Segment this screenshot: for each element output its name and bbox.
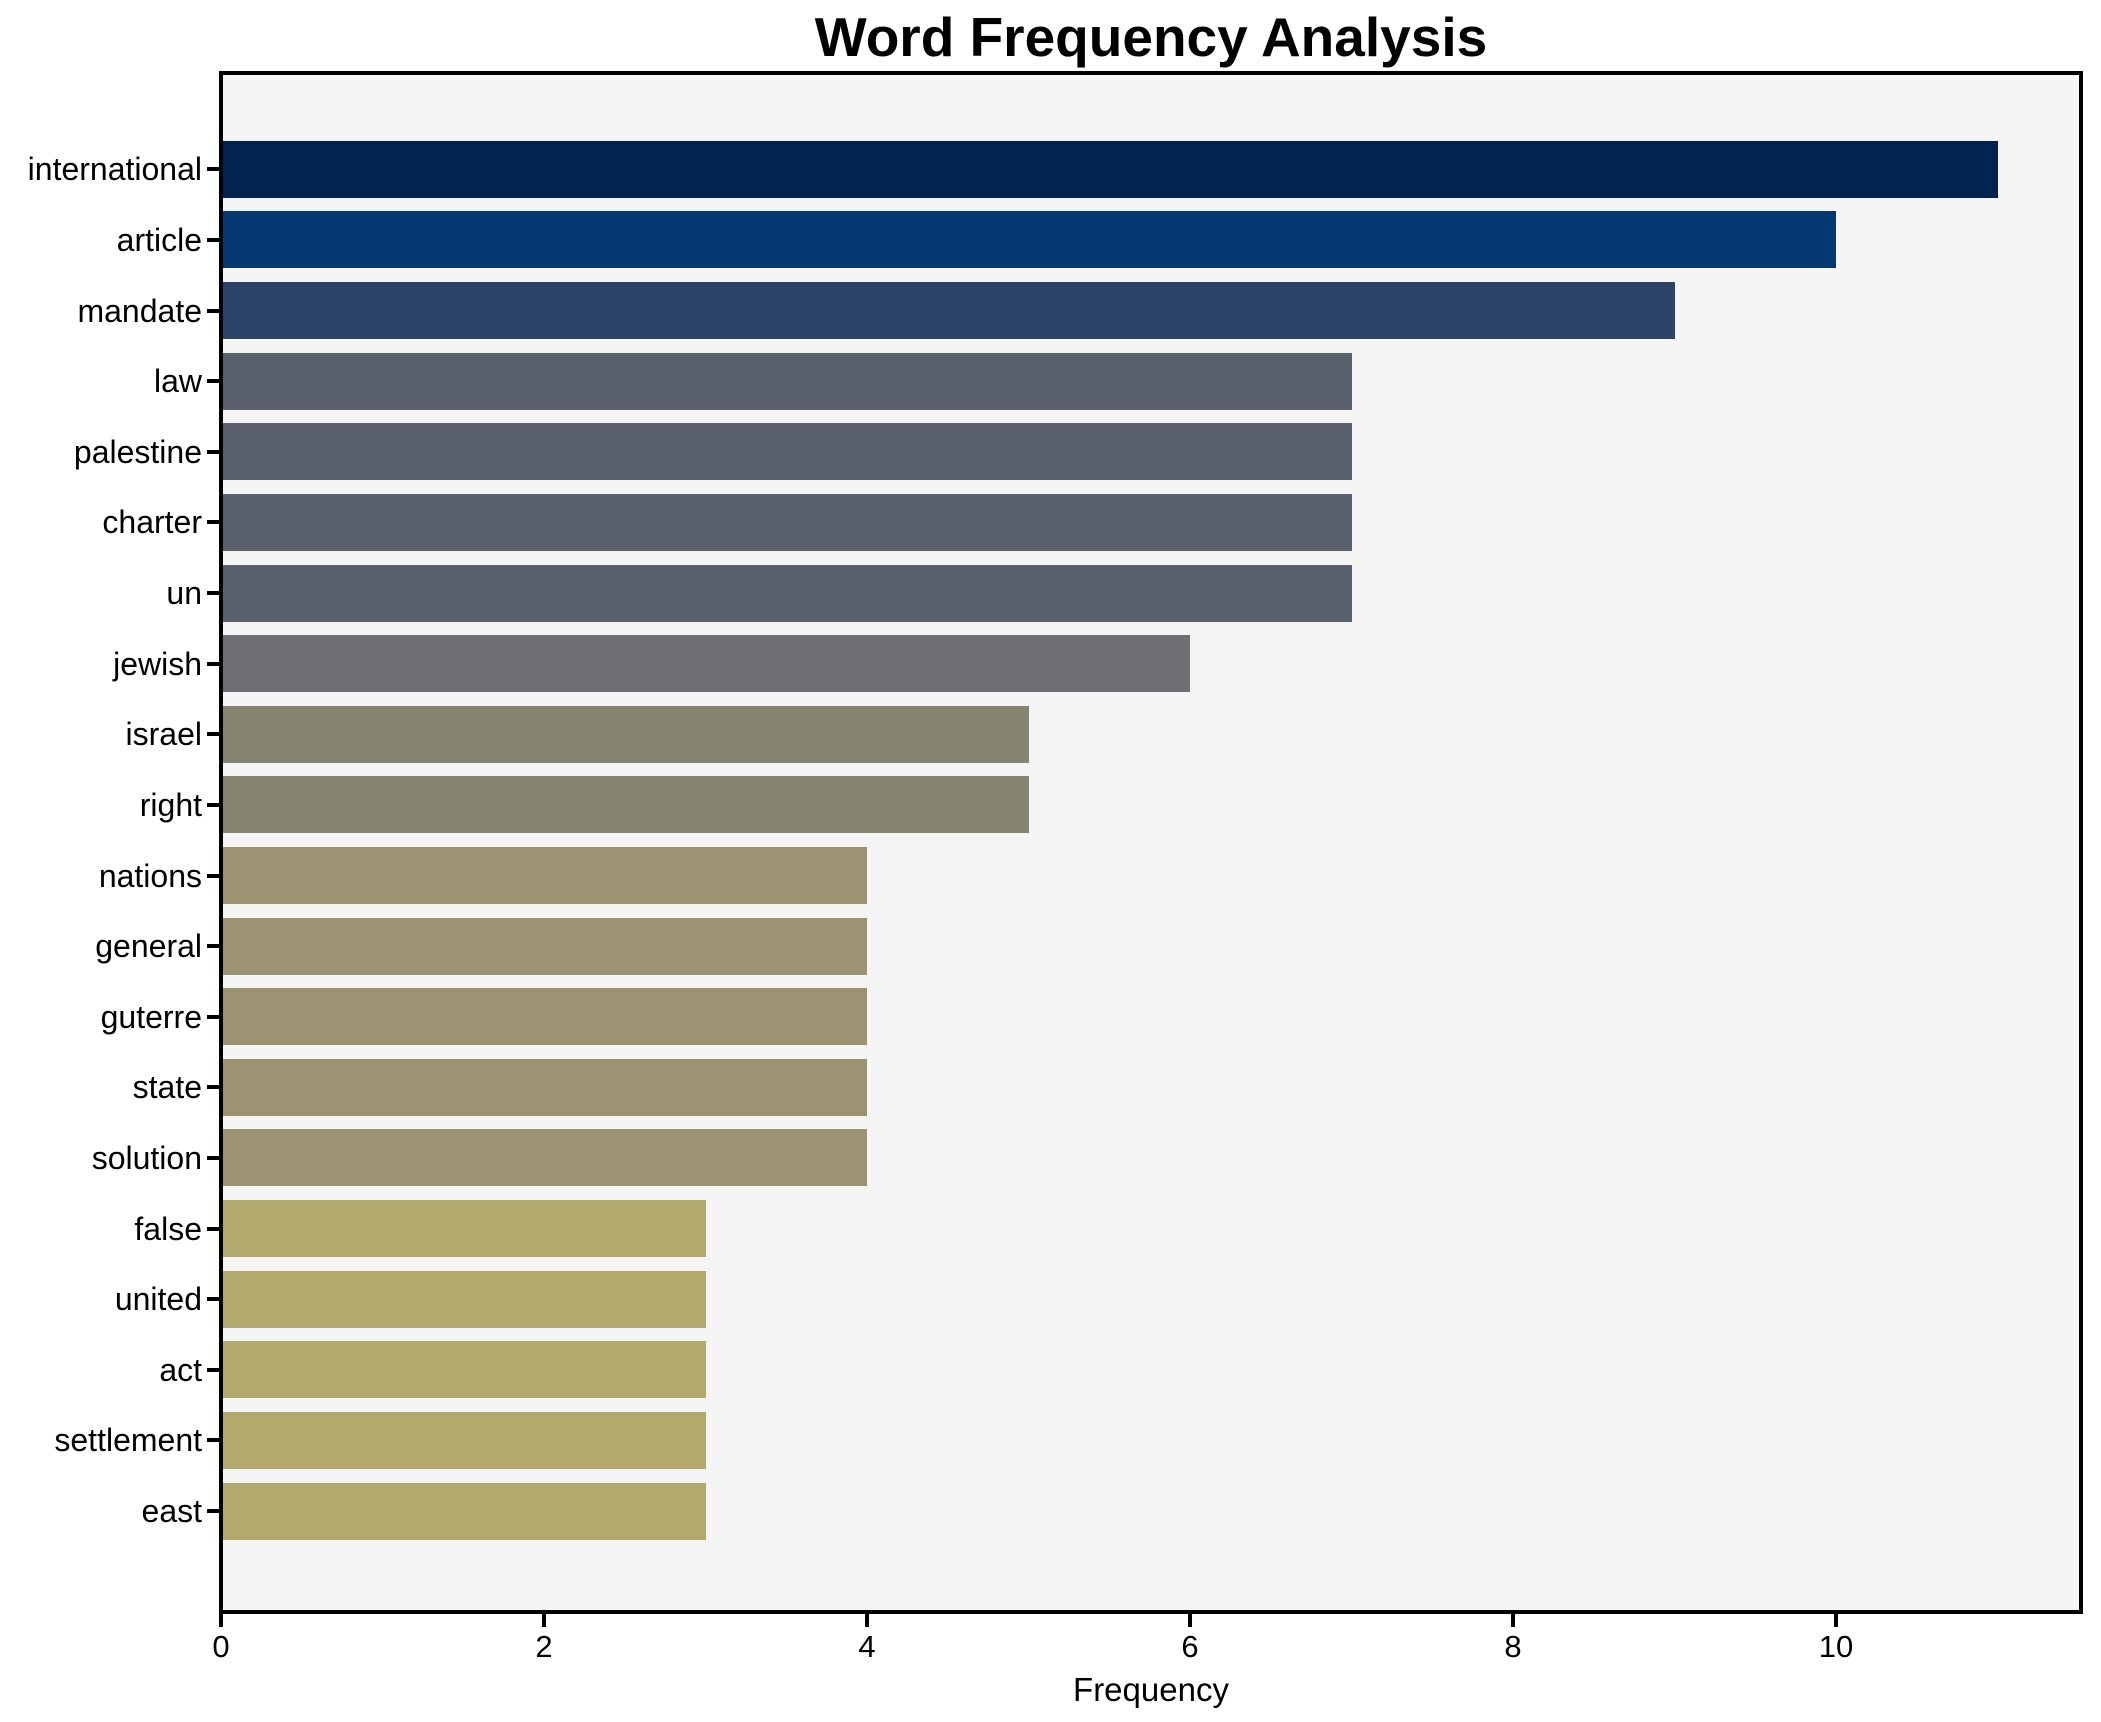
bar-charter [221,493,1352,551]
y-tick-mark [207,591,220,596]
y-tick-label-jewish: jewish [113,645,202,682]
x-tick-mark [542,1614,546,1627]
x-tick-label-8: 8 [1504,1629,1522,1664]
bar-general [221,917,867,975]
y-tick-mark [207,1014,220,1019]
y-tick-mark [207,308,220,313]
y-tick-label-un: un [166,575,202,612]
y-tick-mark [207,732,220,737]
y-tick-label-international: international [27,151,202,188]
y-tick-mark [207,379,220,384]
y-tick-mark [207,1226,220,1231]
bar-mandate [221,282,1675,340]
bar-solution [221,1129,867,1187]
y-tick-mark [207,1438,220,1443]
y-tick-label-false: false [134,1210,202,1247]
y-tick-label-guterre: guterre [100,998,202,1035]
x-tick-mark [1834,1614,1838,1627]
y-tick-mark [207,873,220,878]
y-tick-label-united: united [114,1281,202,1318]
bar-state [221,1058,867,1116]
y-tick-mark [207,1367,220,1372]
x-tick-label-0: 0 [212,1629,230,1664]
y-tick-label-settlement: settlement [54,1422,202,1459]
bar-united [221,1270,706,1328]
y-tick-label-general: general [95,928,202,965]
y-tick-mark [207,520,220,525]
bar-guterre [221,988,867,1046]
y-tick-label-east: east [141,1493,202,1530]
x-tick-label-4: 4 [858,1629,876,1664]
y-tick-mark [207,449,220,454]
y-tick-label-state: state [132,1069,202,1106]
y-tick-label-article: article [116,221,202,258]
y-tick-mark [207,802,220,807]
bar-palestine [221,423,1352,481]
y-tick-label-palestine: palestine [73,433,202,470]
bar-international [221,140,1998,198]
x-tick-mark [219,1614,223,1627]
y-tick-mark [207,661,220,666]
bar-un [221,564,1352,622]
y-tick-mark [207,1509,220,1514]
bar-law [221,352,1352,410]
y-tick-label-charter: charter [102,504,202,541]
bar-settlement [221,1411,706,1469]
y-tick-label-israel: israel [125,716,202,753]
bar-israel [221,705,1029,763]
x-tick-mark [1511,1614,1515,1627]
y-tick-mark [207,237,220,242]
y-tick-mark [207,1155,220,1160]
y-tick-label-nations: nations [98,857,202,894]
y-tick-mark [207,167,220,172]
bar-right [221,776,1029,834]
y-tick-label-law: law [153,363,202,400]
x-tick-label-2: 2 [535,1629,553,1664]
x-tick-label-6: 6 [1181,1629,1199,1664]
y-tick-label-act: act [159,1351,202,1388]
bar-act [221,1341,706,1399]
bar-east [221,1482,706,1540]
x-tick-mark [1188,1614,1192,1627]
bar-jewish [221,635,1190,693]
y-tick-mark [207,1085,220,1090]
x-tick-mark [865,1614,869,1627]
chart-title: Word Frequency Analysis [814,6,1488,68]
y-tick-label-right: right [139,786,202,823]
x-axis-label: Frequency [1073,1671,1229,1708]
bar-article [221,211,1836,269]
y-tick-label-solution: solution [91,1139,202,1176]
y-tick-mark [207,944,220,949]
y-tick-mark [207,1297,220,1302]
bar-nations [221,847,867,904]
x-tick-label-10: 10 [1818,1629,1854,1664]
y-tick-label-mandate: mandate [77,292,202,329]
bar-false [221,1200,706,1258]
